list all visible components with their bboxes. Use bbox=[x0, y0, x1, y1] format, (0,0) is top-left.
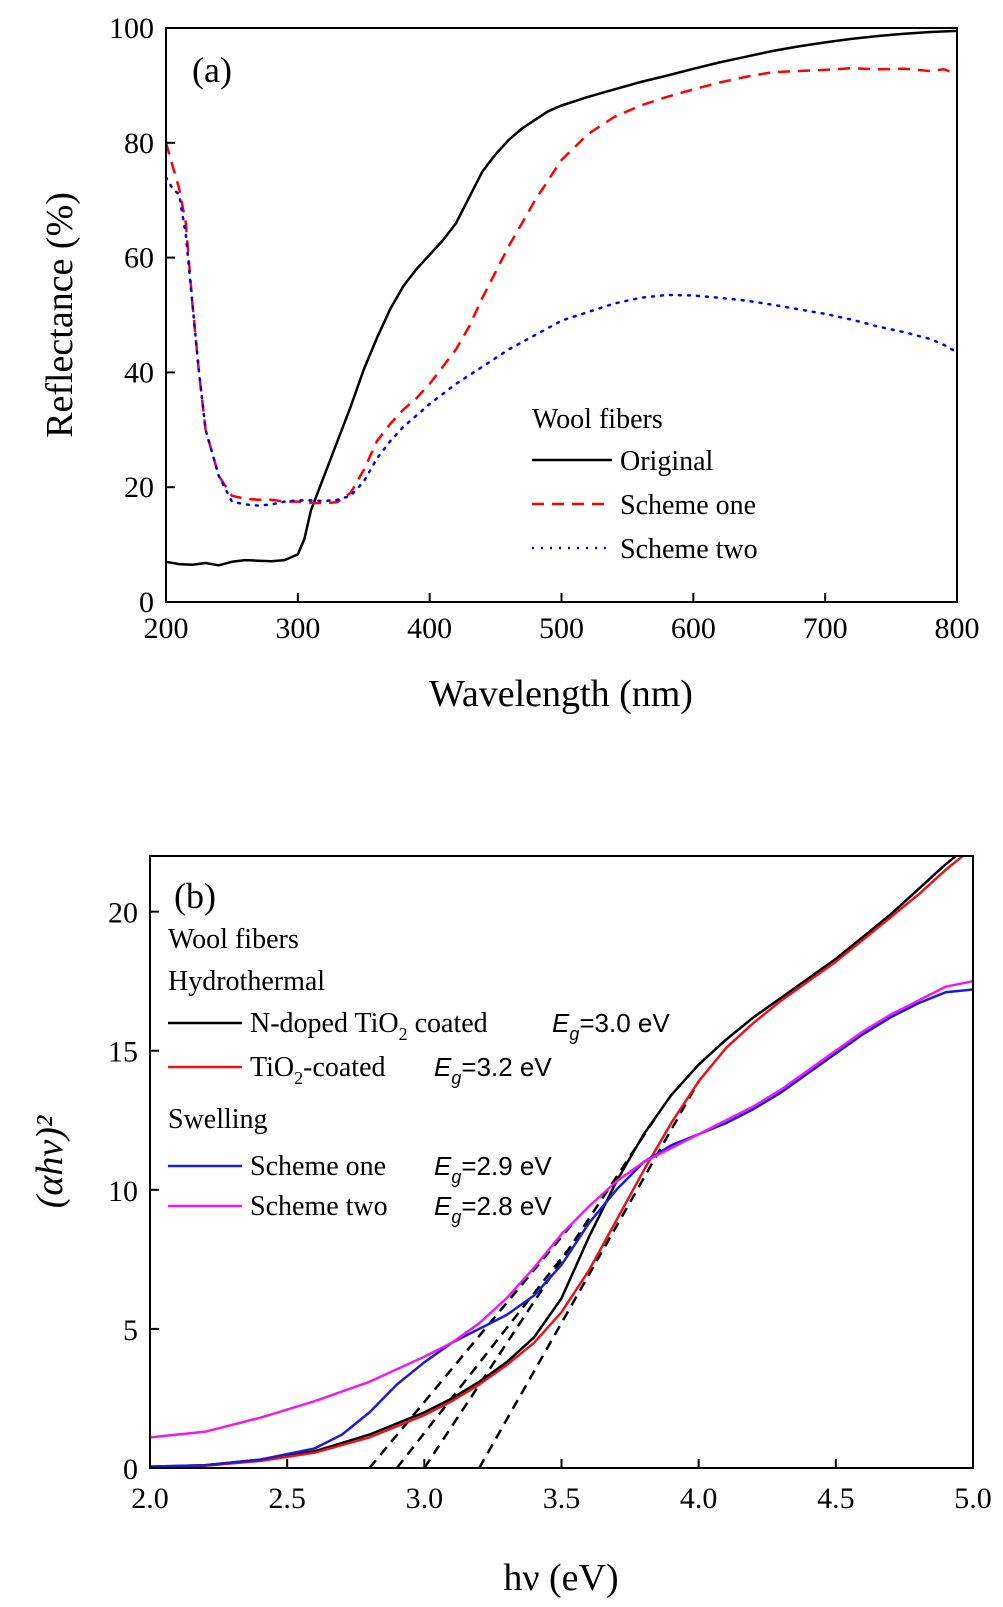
chart-a-ytick-label: 60 bbox=[124, 242, 154, 275]
chart-b-tangent-line bbox=[478, 1080, 700, 1468]
chart-a-line-original bbox=[165, 29, 958, 567]
chart-b-ytick-label: 20 bbox=[108, 897, 138, 930]
legend-label-scheme-one: Scheme one bbox=[620, 490, 756, 521]
chart-b-series bbox=[150, 856, 973, 1468]
chart-a-ticks: 200 300 400 500 600 700 800 0 20 40 60 80 100 bbox=[109, 12, 980, 645]
chart-b-tangent-line bbox=[423, 1114, 659, 1468]
chart-a-xtick-label: 500 bbox=[539, 612, 584, 645]
chart-b-xlabel: hν (eV) bbox=[503, 1557, 618, 1599]
legend-label-scheme-two-b: Scheme two bbox=[250, 1191, 388, 1222]
chart-a-ytick-label: 100 bbox=[109, 12, 154, 45]
legend-label-tio2: TiO2-coated bbox=[250, 1052, 386, 1088]
chart-a-legend-title: Wool fibers bbox=[532, 404, 663, 435]
chart-b-line-scheme-one bbox=[150, 988, 973, 1468]
legend-eg-n-doped: Eg=3.0 eV bbox=[552, 1008, 670, 1044]
legend-label-scheme-one-b: Scheme one bbox=[250, 1151, 386, 1182]
chart-b: 2.0 2.5 3.0 3.5 4.0 4.5 5.0 0 5 10 15 20 (b) Wool f… bbox=[29, 855, 992, 1599]
chart-b-ytick-label: 10 bbox=[108, 1175, 138, 1208]
chart-b-xtick-label: 2.0 bbox=[131, 1482, 169, 1515]
chart-b-ytick-label: 5 bbox=[123, 1314, 138, 1347]
chart-b-tangent-line bbox=[395, 1222, 590, 1468]
legend-eg-scheme-one: Eg=2.9 eV bbox=[434, 1151, 552, 1187]
chart-a-line-scheme-two bbox=[164, 175, 959, 507]
chart-b-xtick-label: 5.0 bbox=[954, 1482, 992, 1515]
chart-a-line-scheme-one bbox=[164, 66, 958, 505]
chart-a-panel-label: (a) bbox=[192, 50, 232, 90]
chart-a-xtick-label: 200 bbox=[144, 612, 189, 645]
chart-b-tangent-line bbox=[368, 1219, 577, 1468]
chart-a-ytick-label: 80 bbox=[124, 127, 154, 160]
chart-b-ytick-label: 15 bbox=[108, 1036, 138, 1069]
chart-a-series bbox=[164, 29, 959, 567]
chart-b-ticks: 2.0 2.5 3.0 3.5 4.0 4.5 5.0 0 5 10 15 20 bbox=[108, 897, 992, 1515]
chart-b-xtick-label: 4.0 bbox=[680, 1482, 718, 1515]
chart-b-legend: Wool fibers Hydrothermal N-doped TiO2 co… bbox=[168, 924, 670, 1227]
chart-a: 200 300 400 500 600 700 800 0 20 40 60 80 100 (a) Wa… bbox=[39, 12, 980, 715]
chart-b-line-scheme-two bbox=[150, 979, 973, 1439]
legend-eg-tio2: Eg=3.2 eV bbox=[434, 1052, 552, 1088]
chart-a-xtick-label: 800 bbox=[935, 612, 980, 645]
chart-b-line-tio2-coated bbox=[150, 856, 965, 1468]
legend-eg-scheme-two: Eg=2.8 eV bbox=[434, 1191, 552, 1227]
chart-b-ylabel: (αhν)² bbox=[29, 1115, 71, 1208]
chart-a-xtick-label: 400 bbox=[407, 612, 452, 645]
chart-b-xtick-label: 4.5 bbox=[817, 1482, 855, 1515]
chart-b-ytick-label: 0 bbox=[123, 1453, 138, 1486]
chart-a-ytick-label: 0 bbox=[139, 586, 154, 619]
legend-label-original: Original bbox=[620, 446, 714, 477]
chart-a-ylabel: Reflectance (%) bbox=[39, 192, 81, 438]
chart-a-ytick-label: 20 bbox=[124, 471, 154, 504]
chart-b-xtick-label: 3.5 bbox=[543, 1482, 581, 1515]
chart-b-tangent-lines bbox=[368, 1080, 700, 1468]
chart-a-ytick-label: 40 bbox=[124, 356, 154, 389]
chart-b-legend-group-hydrothermal: Hydrothermal bbox=[168, 966, 325, 997]
chart-b-panel-label: (b) bbox=[174, 876, 216, 916]
chart-b-legend-title: Wool fibers bbox=[168, 924, 299, 955]
legend-label-scheme-two: Scheme two bbox=[620, 534, 758, 565]
chart-b-xtick-label: 2.5 bbox=[268, 1482, 306, 1515]
chart-a-xtick-label: 700 bbox=[803, 612, 848, 645]
chart-a-xlabel: Wavelength (nm) bbox=[429, 673, 693, 715]
chart-b-xtick-label: 3.0 bbox=[406, 1482, 444, 1515]
chart-a-legend: Wool fibers Original Scheme one Scheme t… bbox=[532, 404, 758, 565]
chart-a-xtick-label: 600 bbox=[671, 612, 716, 645]
chart-a-xtick-label: 300 bbox=[275, 612, 320, 645]
chart-b-legend-group-swelling: Swelling bbox=[168, 1104, 268, 1135]
legend-label-n-doped: N-doped TiO2 coated bbox=[250, 1008, 488, 1044]
chart-b-line-n-doped-tio2-coated bbox=[150, 856, 958, 1468]
chart-a-frame bbox=[165, 27, 958, 603]
